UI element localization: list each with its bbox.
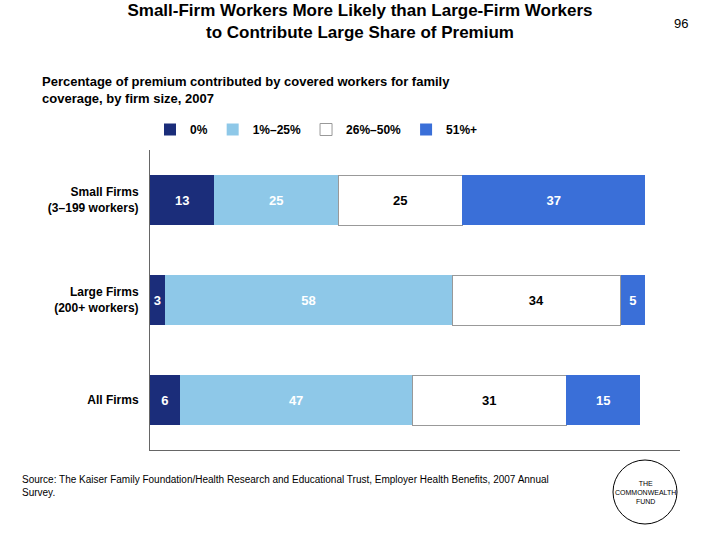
svg-text:THECOMMONWEALTHFUND: THECOMMONWEALTHFUND [615, 480, 676, 505]
svg-text:Source: The Kaiser Family Foun: Source: The Kaiser Family Foundation/Hea… [22, 474, 549, 498]
svg-text:3: 3 [154, 293, 161, 308]
svg-text:25: 25 [393, 193, 407, 208]
svg-text:6: 6 [161, 393, 168, 408]
svg-text:34: 34 [529, 293, 544, 308]
svg-text:15: 15 [596, 393, 610, 408]
svg-text:Small-Firm Workers More Likely: Small-Firm Workers More Likely than Larg… [127, 1, 592, 42]
svg-text:5: 5 [629, 293, 636, 308]
svg-text:37: 37 [546, 193, 560, 208]
svg-text:47: 47 [289, 393, 303, 408]
svg-text:Small Firms(3–199 workers): Small Firms(3–199 workers) [48, 185, 139, 215]
svg-text:31: 31 [482, 393, 496, 408]
svg-text:51%+: 51%+ [446, 123, 477, 137]
svg-text:0%: 0% [190, 123, 208, 137]
svg-text:96: 96 [674, 16, 688, 31]
svg-text:58: 58 [301, 293, 315, 308]
svg-text:Percentage of premium contribu: Percentage of premium contributed by cov… [42, 74, 450, 106]
svg-text:All Firms: All Firms [87, 393, 139, 407]
svg-text:Large Firms(200+ workers): Large Firms(200+ workers) [54, 285, 139, 315]
svg-text:26%–50%: 26%–50% [346, 123, 401, 137]
svg-text:25: 25 [269, 193, 283, 208]
svg-text:1%–25%: 1%–25% [253, 123, 301, 137]
svg-text:13: 13 [175, 193, 189, 208]
